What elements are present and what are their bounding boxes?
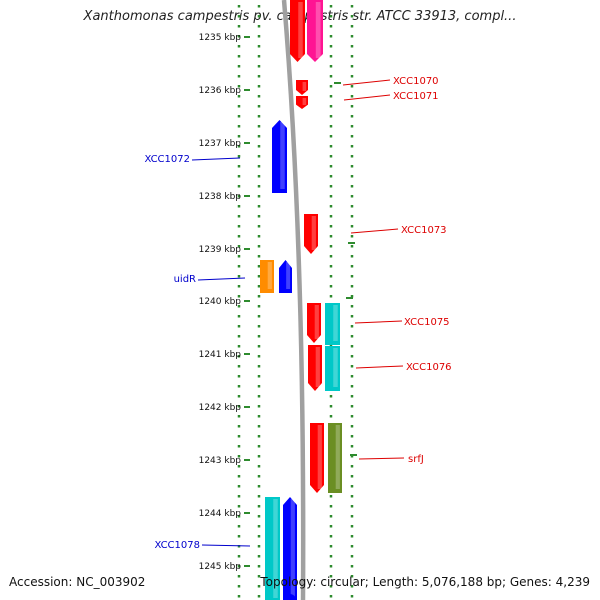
leader-line-xcc1076 (355, 365, 404, 369)
leader-line-srfj (358, 457, 405, 460)
leader-line-xcc1073 (350, 228, 399, 234)
gene-orange (260, 260, 274, 293)
gene-cyan-lower (325, 346, 340, 391)
backbone-curve (281, 0, 306, 600)
scale-tick-label: 1242 kbp (199, 403, 242, 413)
leader-line-xcc1071 (343, 94, 391, 101)
scale-tick-label: 1241 kbp (199, 350, 242, 360)
gene-xcc1071-highlight (302, 98, 307, 105)
leader-line-uidr (197, 277, 246, 281)
gene-srfj-highlight (317, 425, 322, 489)
gene-label-xcc1076[interactable]: XCC1076 (406, 362, 452, 373)
gene-blue-bottom (283, 497, 297, 600)
gene-xcc1076 (308, 345, 322, 391)
gene-uidr-highlight (286, 262, 291, 289)
gene-label-srfj[interactable]: srfJ (408, 454, 424, 465)
gene-uidr (279, 260, 292, 293)
gene-arrow-magenta (307, 0, 323, 62)
gene-xcc1070-highlight (302, 82, 307, 91)
genome-summary-text: Topology: circular; Length: 5,076,188 bp… (260, 575, 590, 589)
gene-cyan-upper (325, 303, 340, 345)
gene-xcc1075-highlight (314, 305, 319, 339)
gene-label-xcc1070[interactable]: XCC1070 (393, 76, 439, 87)
scale-tick-label: 1237 kbp (199, 139, 242, 149)
scale-tick-label: 1239 kbp (199, 245, 242, 255)
leader-line-xcc1075 (354, 320, 403, 324)
gene-xcc1076-highlight (315, 347, 320, 387)
accession-text: Accession: NC_003902 (9, 575, 146, 589)
scale-tick-label: 1244 kbp (199, 509, 242, 519)
gene-olive-highlight (335, 425, 340, 489)
gene-xcc1072-highlight (280, 122, 285, 189)
gene-xcc1072 (272, 120, 287, 193)
gene-arrow-red-highlight (298, 2, 303, 58)
gene-cyan-lower-highlight (333, 348, 338, 387)
gene-cyan-upper-highlight (333, 305, 338, 341)
scale-tick-label: 1245 kbp (199, 562, 242, 572)
scale-tick-label: 1236 kbp (199, 86, 242, 96)
gene-edge-blue (284, 594, 296, 600)
gene-xcc1073-highlight (311, 216, 316, 250)
gene-xcc1078 (265, 497, 280, 600)
gene-orange-highlight (267, 262, 272, 289)
gene-features (260, 0, 342, 600)
gene-xcc1070 (296, 80, 308, 95)
gene-label-xcc1078[interactable]: XCC1078 (154, 540, 200, 551)
gene-xcc1071 (296, 96, 308, 109)
gene-label-xcc1071[interactable]: XCC1071 (393, 91, 439, 102)
scale-tick-label: 1240 kbp (199, 297, 242, 307)
scale-ticks: 1235 kbp 1236 kbp 1237 kbp 1238 kbp 1239 kbp… (199, 33, 357, 572)
leader-line-xcc1070 (342, 79, 391, 86)
gene-label-xcc1075[interactable]: XCC1075 (404, 317, 450, 328)
scale-tick-label: 1243 kbp (199, 456, 242, 466)
leader-line-xcc1072 (191, 157, 241, 161)
leader-line-xcc1078 (201, 544, 251, 547)
gene-arrow-magenta-highlight (315, 2, 321, 58)
gene-blue-bottom-highlight (290, 499, 295, 598)
scale-tick-label: 1238 kbp (199, 192, 242, 202)
gene-srfj (310, 423, 324, 493)
scale-tick-label: 1235 kbp (199, 33, 242, 43)
gene-xcc1073 (304, 214, 318, 254)
gene-label-uidr[interactable]: uidR (174, 274, 196, 285)
gene-arrow-red (290, 0, 305, 62)
gene-xcc1078-highlight (273, 499, 278, 598)
gene-olive (328, 423, 342, 493)
gene-xcc1075 (307, 303, 321, 343)
gene-labels: XCC1070 XCC1071 XCC1072 XCC1073 uidR XCC1075 X… (144, 76, 451, 551)
gene-label-xcc1072[interactable]: XCC1072 (144, 154, 190, 165)
gene-label-xcc1073[interactable]: XCC1073 (401, 225, 447, 236)
